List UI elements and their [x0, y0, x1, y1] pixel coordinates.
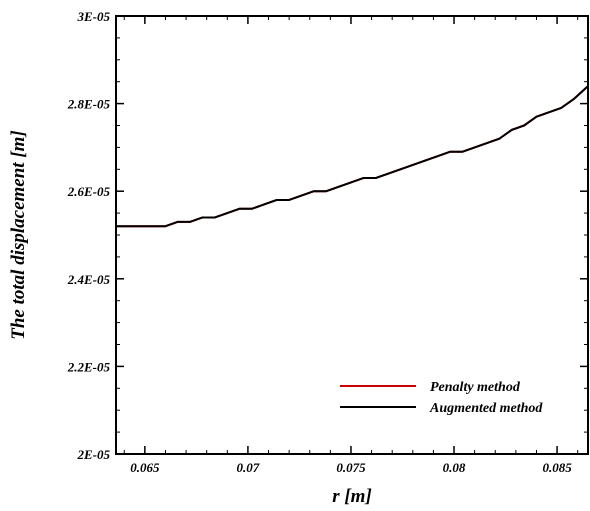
legend: Penalty method Augmented method	[340, 380, 543, 416]
x-tick-label: 0.065	[130, 460, 160, 475]
y-axis-title: The total displacement [m]	[8, 130, 29, 340]
y-tick-label: 2.6E-05	[67, 184, 111, 199]
legend-label-1: Penalty method	[430, 380, 521, 395]
y-tick-label: 3E-05	[77, 9, 111, 24]
y-tick-label: 2.4E-05	[67, 272, 111, 287]
x-tick-label: 0.085	[542, 460, 572, 475]
x-axis-title: r [m]	[332, 486, 372, 507]
series-line-2	[116, 85, 589, 228]
y-tick-label: 2.8E-05	[67, 97, 111, 112]
series-layer	[116, 85, 589, 228]
series-line-1	[116, 85, 589, 228]
legend-label-2: Augmented method	[429, 401, 543, 416]
y-tick-label: 2E-05	[77, 447, 111, 462]
x-tick-label: 0.07	[237, 460, 260, 475]
y-tick-label: 2.2E-05	[67, 359, 111, 374]
ticks-layer	[116, 15, 588, 455]
x-tick-label: 0.075	[336, 460, 366, 475]
x-tick-label: 0.08	[443, 460, 466, 475]
tick-labels-layer: 0.065 0.07 0.075 0.08 0.085 2E-05 2.2E-05 2.4E-…	[67, 9, 572, 475]
